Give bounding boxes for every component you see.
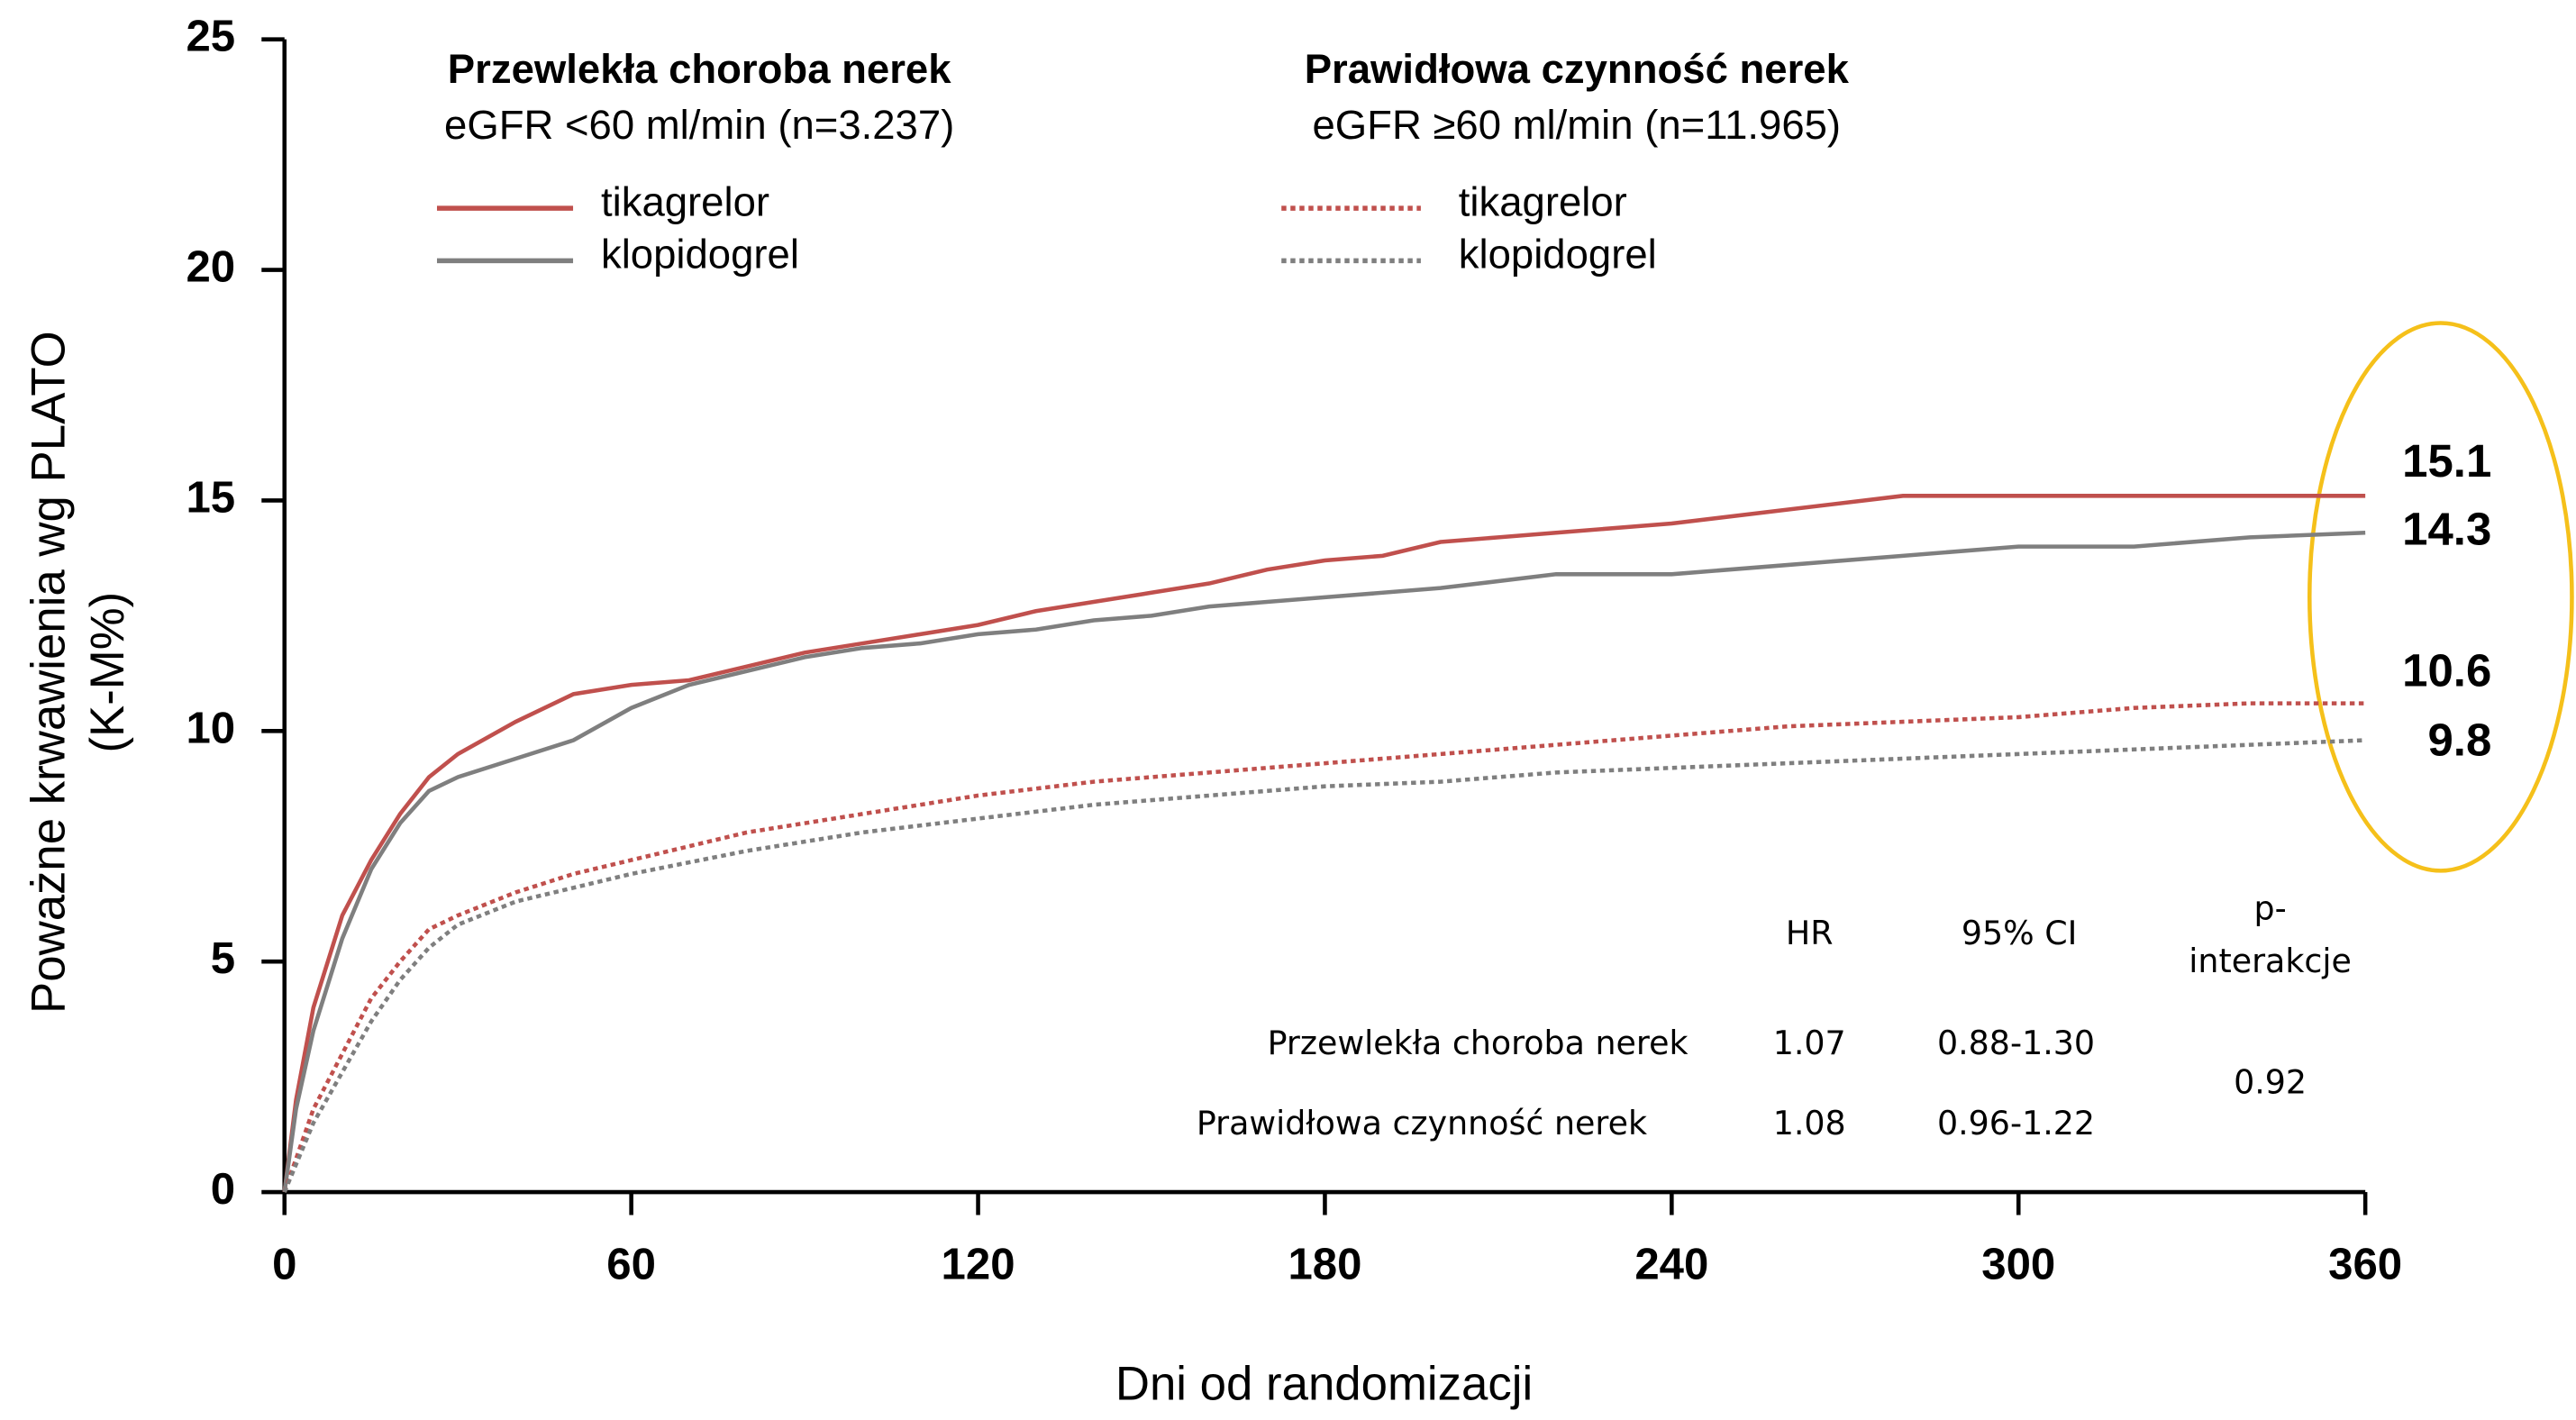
x-tick-label: 120 — [942, 1241, 1015, 1289]
x-tick-label: 240 — [1634, 1241, 1708, 1289]
x-tick-label: 360 — [2328, 1241, 2402, 1289]
legend-group-subtitle: eGFR <60 ml/min (n=3.237) — [444, 102, 954, 148]
end-value-label: 14.3 — [2402, 504, 2491, 555]
legend-label: tikagrelor — [1459, 178, 1627, 224]
km-curve — [282, 530, 2366, 1193]
legend-label: klopidogrel — [601, 232, 799, 278]
km-curve — [282, 494, 2366, 1193]
table-header: 95% CI — [1962, 914, 2078, 952]
km-curve — [282, 701, 2366, 1193]
y-tick-label: 15 — [186, 473, 235, 522]
y-axis-title: (K-M%) — [81, 592, 134, 753]
x-tick-label: 300 — [1981, 1241, 2055, 1289]
legend-group-subtitle: eGFR ≥60 ml/min (n=11.965) — [1312, 102, 1841, 148]
y-axis-title: Poważne krwawienia wg PLATO — [22, 331, 75, 1014]
table-cell: 0.92 — [2234, 1062, 2307, 1101]
table-row-label: Prawidłowa czynność nerek — [1197, 1104, 1647, 1142]
legend-label: klopidogrel — [1459, 232, 1657, 278]
x-axis-title: Dni od randomizacji — [1115, 1358, 1533, 1411]
table-header: interakcje — [2189, 942, 2352, 980]
end-value-label: 9.8 — [2427, 715, 2491, 766]
table-cell: 0.96-1.22 — [1937, 1104, 2095, 1142]
x-tick-label: 0 — [272, 1241, 296, 1289]
table-cell: 1.08 — [1773, 1104, 1846, 1142]
x-tick-label: 180 — [1288, 1241, 1361, 1289]
table-cell: 1.07 — [1773, 1024, 1846, 1062]
y-tick-label: 25 — [186, 13, 235, 61]
legend-group-title: Prawidłowa czynność nerek — [1305, 46, 1850, 92]
table-header: p- — [2253, 889, 2286, 928]
legend-group-title: Przewlekła choroba nerek — [448, 46, 951, 92]
legend-label: tikagrelor — [601, 178, 769, 224]
y-tick-label: 0 — [211, 1165, 235, 1214]
table-row-label: Przewlekła choroba nerek — [1268, 1024, 1689, 1062]
end-value-label: 10.6 — [2402, 644, 2491, 696]
table-cell: 0.88-1.30 — [1937, 1024, 2095, 1062]
x-tick-label: 60 — [606, 1241, 656, 1289]
y-tick-label: 20 — [186, 243, 235, 292]
y-tick-label: 10 — [186, 704, 235, 752]
end-value-label: 15.1 — [2402, 435, 2491, 487]
y-tick-label: 5 — [211, 934, 235, 983]
highlight-ellipse — [2307, 321, 2574, 873]
table-header: HR — [1786, 914, 1834, 952]
